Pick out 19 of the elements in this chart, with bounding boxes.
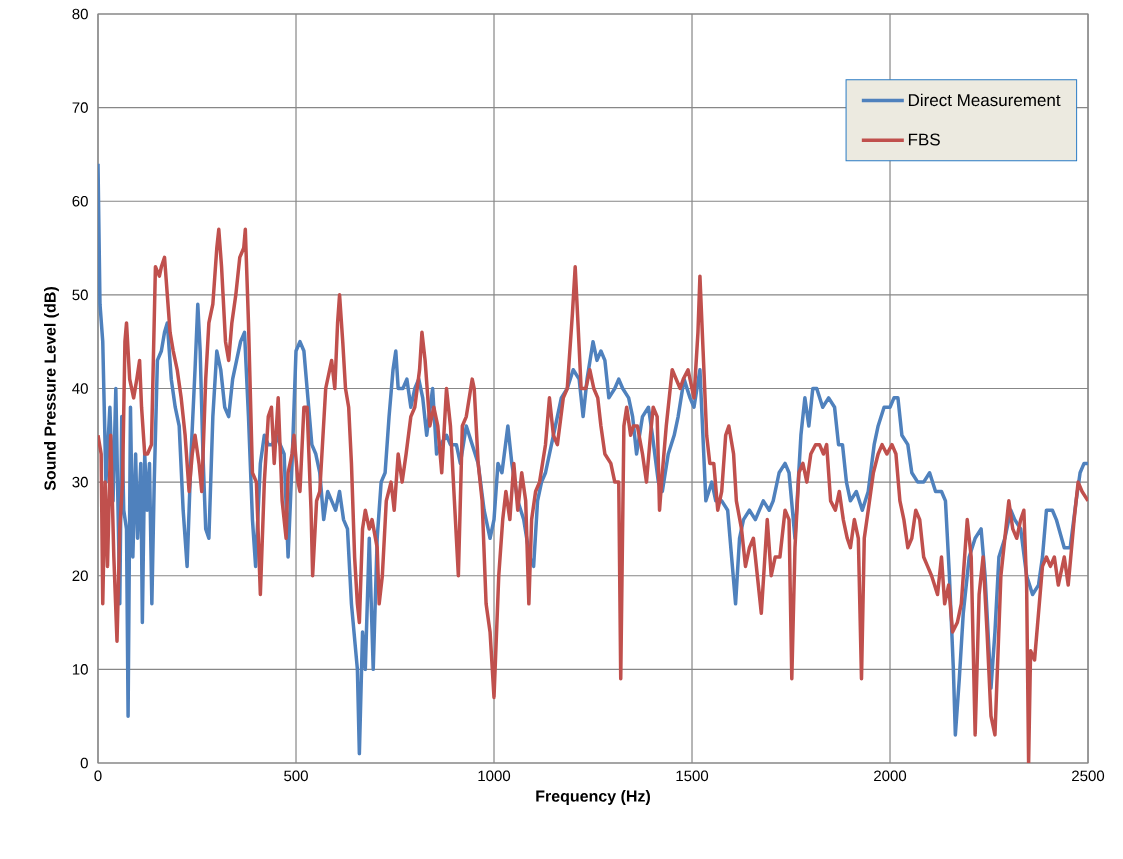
y-tick-label: 80 <box>72 8 88 20</box>
x-axis-title: Frequency (Hz) <box>536 790 650 805</box>
y-tick-label: 10 <box>72 664 88 675</box>
x-tick-label: 1000 <box>478 770 511 782</box>
x-tick-label: 500 <box>284 770 308 782</box>
legend-label: FBS <box>908 133 940 146</box>
y-tick-label: 0 <box>80 757 88 769</box>
x-tick-label: 0 <box>94 770 102 782</box>
legend-label: Direct Measurement <box>908 93 1061 107</box>
y-tick-label: 60 <box>72 195 88 207</box>
x-tick-label: 1500 <box>676 770 709 782</box>
y-tick-label: 50 <box>72 289 88 301</box>
x-tick-label: 2500 <box>1072 770 1105 782</box>
y-tick-label: 20 <box>72 570 88 582</box>
y-axis-title: Sound Pressure Level (dB) <box>44 287 59 491</box>
y-tick-label: 70 <box>72 102 88 113</box>
x-tick-label: 2000 <box>874 770 907 782</box>
y-tick-label: 40 <box>72 383 88 394</box>
y-tick-label: 30 <box>72 476 88 488</box>
